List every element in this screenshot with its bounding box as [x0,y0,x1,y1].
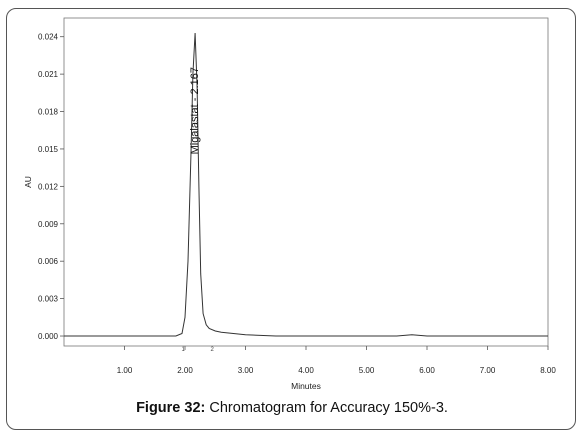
y-tick-label: 0.009 [38,220,59,229]
x-tick-label: 7.00 [480,366,496,375]
y-tick-label: 0.021 [38,70,59,79]
y-tick-label: 0.024 [38,33,59,42]
x-tick-label: 2.00 [177,366,193,375]
integration-mark: 2 [211,347,215,353]
figure-label: Figure 32: [136,400,206,416]
chromatogram-trace [64,32,548,337]
x-tick-label: 8.00 [540,366,556,375]
y-tick-label: 0.018 [38,108,59,117]
chromatogram-chart: 0.000 0.003 0.006 0.009 0.012 0.015 0.018 0.021… [23,17,556,391]
y-tick-label: 0.006 [38,257,59,266]
peak-label: Migalastat - 2.167 [189,67,201,154]
x-axis-label: Minutes [291,381,321,391]
x-tick-label: 5.00 [359,366,375,375]
figure-caption-text: Chromatogram for Accuracy 150%-3. [209,400,448,416]
figure-caption: Figure 32: Chromatogram for Accuracy 150… [0,400,584,416]
x-tick-label: 4.00 [298,366,314,375]
x-tick-label: 1.00 [117,366,133,375]
y-tick-label: 0.015 [38,145,59,154]
figure-frame [6,8,576,430]
x-tick-label: 3.00 [238,366,254,375]
plot-area [63,17,549,347]
peak-annotations: Migalastat - 2.167 1 2 [182,67,215,353]
y-axis: 0.000 0.003 0.006 0.009 0.012 0.015 0.018 0.021… [38,33,64,341]
integration-mark: 1 [182,347,186,353]
y-tick-label: 0.000 [38,332,59,341]
x-axis: 1.00 2.00 3.00 4.00 5.00 6.00 7.00 8.00 [117,346,556,375]
y-axis-label: AU [23,176,33,188]
y-tick-label: 0.012 [38,182,59,191]
plot-border [63,17,549,347]
x-tick-label: 6.00 [419,366,435,375]
y-tick-label: 0.003 [38,295,59,304]
